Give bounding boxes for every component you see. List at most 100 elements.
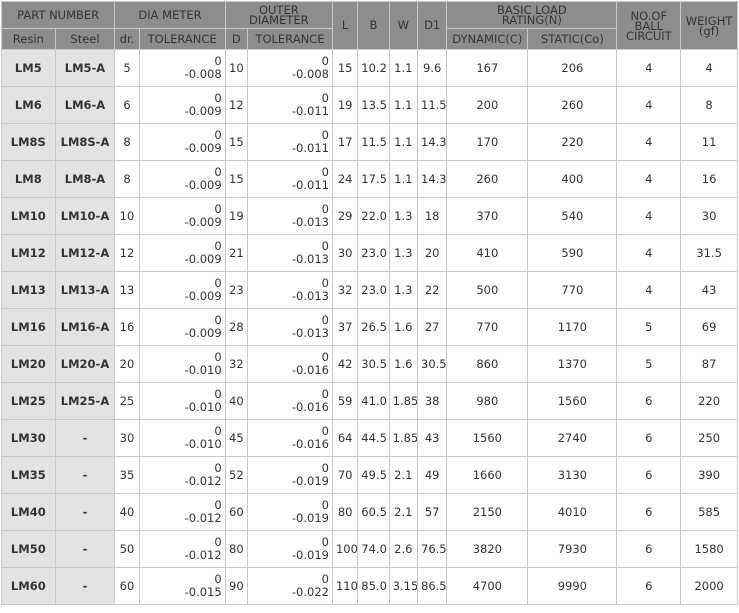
- cell-dynamic: 410: [446, 234, 529, 272]
- cell-circuits: 4: [616, 160, 682, 198]
- cell-d1: 43: [416, 419, 448, 457]
- cell-dynamic: 2150: [446, 493, 529, 531]
- table-row: LM8S LM8S-A 8 0 -0.009 15 0 -0.011 17 11.5…: [1, 123, 738, 161]
- cell-circuits: 4: [616, 234, 682, 272]
- cell-d: 10: [224, 49, 248, 87]
- cell-steel: LM20-A: [54, 345, 116, 383]
- cell-dr: 20: [114, 345, 140, 383]
- header-weight: WEIGHT (gf): [680, 1, 738, 50]
- cell-static: 9990: [527, 567, 618, 605]
- cell-weight: 220: [680, 382, 738, 420]
- cell-d: 15: [224, 123, 248, 161]
- cell-static: 400: [527, 160, 618, 198]
- cell-weight: 69: [680, 308, 738, 346]
- cell-weight: 8: [680, 86, 738, 124]
- cell-static: 770: [527, 271, 618, 309]
- cell-resin: LM5: [1, 49, 56, 87]
- cell-l: 37: [331, 308, 359, 346]
- cell-d1: 20: [416, 234, 448, 272]
- header-dynamic: DYNAMIC(C): [446, 28, 529, 50]
- cell-weight: 11: [680, 123, 738, 161]
- cell-dr-tolerance: 0 -0.009: [138, 86, 226, 124]
- cell-weight: 43: [680, 271, 738, 309]
- cell-weight: 31.5: [680, 234, 738, 272]
- cell-dr: 5: [114, 49, 140, 87]
- cell-d1: 9.6: [416, 49, 448, 87]
- cell-steel: -: [54, 530, 116, 568]
- header-w: W: [388, 1, 419, 50]
- cell-dynamic: 170: [446, 123, 529, 161]
- cell-static: 1370: [527, 345, 618, 383]
- cell-d-tolerance: 0 -0.019: [246, 530, 333, 568]
- cell-dr: 30: [114, 419, 140, 457]
- cell-dr: 40: [114, 493, 140, 531]
- cell-b: 22.0: [357, 197, 390, 235]
- cell-weight: 30: [680, 197, 738, 235]
- cell-w: 1.3: [388, 197, 419, 235]
- cell-d-tolerance: 0 -0.022: [246, 567, 333, 605]
- cell-d-tolerance: 0 -0.011: [246, 123, 333, 161]
- cell-d1: 49: [416, 456, 448, 494]
- cell-b: 10.2: [357, 49, 390, 87]
- cell-steel: -: [54, 567, 116, 605]
- cell-d-tolerance: 0 -0.019: [246, 493, 333, 531]
- cell-resin: LM35: [1, 456, 56, 494]
- cell-dynamic: 1560: [446, 419, 529, 457]
- header-part-number: PART NUMBER: [0, 1, 116, 29]
- cell-steel: LM5-A: [54, 49, 116, 87]
- cell-resin: LM30: [1, 419, 56, 457]
- cell-resin: LM8: [1, 160, 56, 198]
- cell-d1: 11.5: [416, 86, 448, 124]
- cell-dr: 16: [114, 308, 140, 346]
- cell-l: 30: [331, 234, 359, 272]
- cell-dr-tolerance: 0 -0.008: [138, 49, 226, 87]
- cell-dr: 8: [114, 160, 140, 198]
- cell-dynamic: 500: [446, 271, 529, 309]
- cell-w: 1.1: [388, 86, 419, 124]
- cell-dynamic: 370: [446, 197, 529, 235]
- cell-dynamic: 167: [446, 49, 529, 87]
- cell-resin: LM12: [1, 234, 56, 272]
- cell-resin: LM6: [1, 86, 56, 124]
- table-row: LM6 LM6-A 6 0 -0.009 12 0 -0.011 19 13.5 1…: [1, 86, 738, 124]
- cell-resin: LM10: [1, 197, 56, 235]
- cell-w: 1.1: [388, 123, 419, 161]
- cell-l: 70: [331, 456, 359, 494]
- cell-w: 1.1: [388, 160, 419, 198]
- cell-d: 90: [224, 567, 248, 605]
- table-row: LM10 LM10-A 10 0 -0.009 19 0 -0.013 29 22.…: [1, 197, 738, 235]
- table-row: LM30 - 30 0 -0.010 45 0 -0.016 64 44.5 1.8…: [1, 419, 738, 457]
- cell-d: 52: [224, 456, 248, 494]
- cell-d: 15: [224, 160, 248, 198]
- cell-circuits: 4: [616, 197, 682, 235]
- cell-l: 110: [331, 567, 359, 605]
- cell-l: 80: [331, 493, 359, 531]
- cell-steel: LM25-A: [54, 382, 116, 420]
- cell-steel: LM12-A: [54, 234, 116, 272]
- table-body: LM5 LM5-A 5 0 -0.008 10 0 -0.008 15 10.2 1…: [1, 49, 738, 605]
- cell-weight: 4: [680, 49, 738, 87]
- cell-weight: 87: [680, 345, 738, 383]
- cell-b: 41.0: [357, 382, 390, 420]
- cell-dr-tolerance: 0 -0.009: [138, 234, 226, 272]
- cell-circuits: 6: [616, 493, 682, 531]
- cell-w: 1.3: [388, 271, 419, 309]
- cell-d1: 14.3: [416, 160, 448, 198]
- cell-steel: -: [54, 419, 116, 457]
- cell-w: 1.1: [388, 49, 419, 87]
- cell-weight: 16: [680, 160, 738, 198]
- cell-dr: 60: [114, 567, 140, 605]
- table-row: LM25 LM25-A 25 0 -0.010 40 0 -0.016 59 41.…: [1, 382, 738, 420]
- cell-d-tolerance: 0 -0.011: [246, 86, 333, 124]
- cell-static: 220: [527, 123, 618, 161]
- cell-d: 12: [224, 86, 248, 124]
- cell-circuits: 5: [616, 308, 682, 346]
- cell-resin: LM8S: [1, 123, 56, 161]
- cell-w: 1.85: [388, 419, 419, 457]
- cell-dr-tolerance: 0 -0.010: [138, 345, 226, 383]
- cell-l: 59: [331, 382, 359, 420]
- cell-d: 28: [224, 308, 248, 346]
- cell-l: 24: [331, 160, 359, 198]
- cell-l: 64: [331, 419, 359, 457]
- header-l: L: [331, 1, 359, 50]
